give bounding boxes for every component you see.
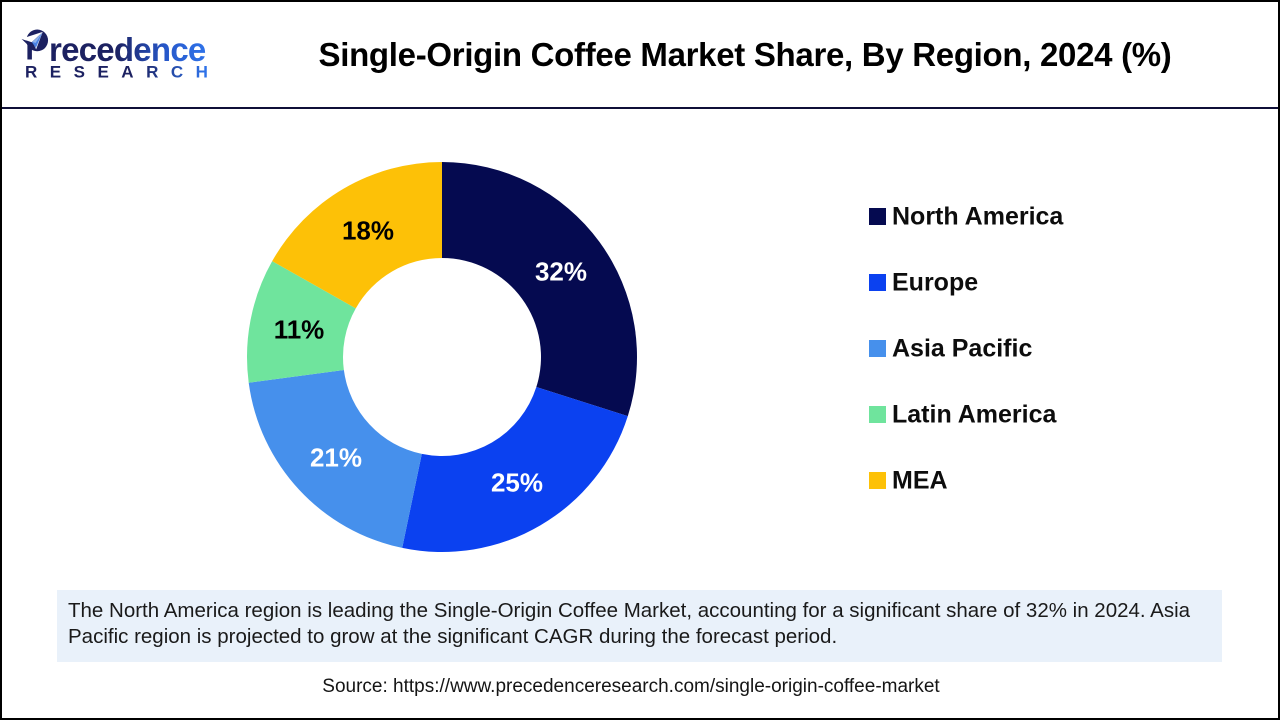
svg-text:recedence: recedence xyxy=(49,31,206,68)
svg-text:RESEARCH: RESEARCH xyxy=(25,63,220,82)
